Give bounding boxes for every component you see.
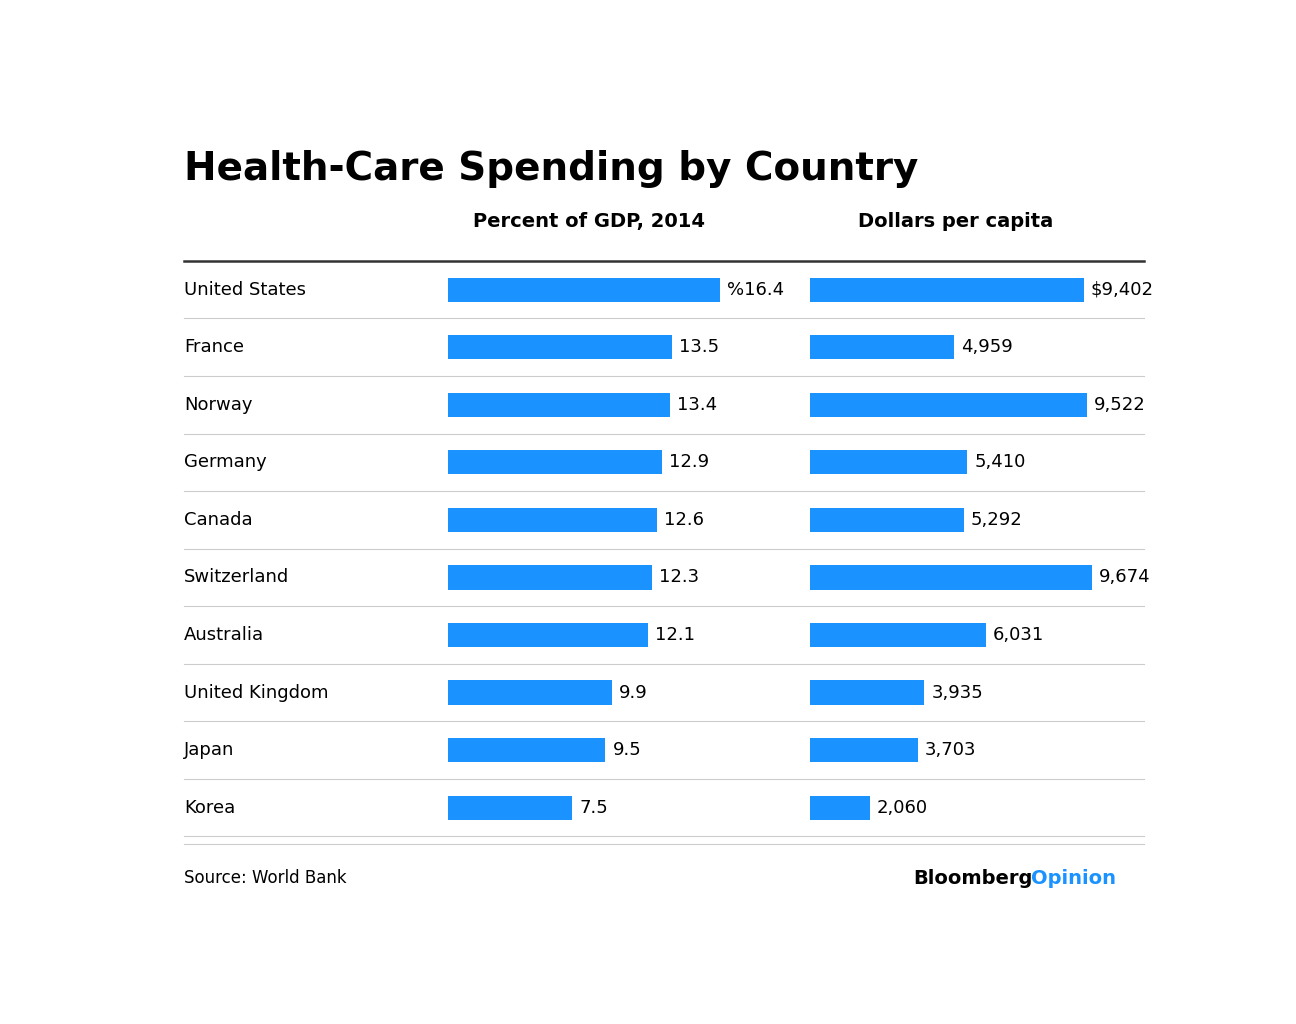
- Text: 9,522: 9,522: [1094, 395, 1146, 414]
- Text: 12.9: 12.9: [669, 454, 709, 471]
- Text: Switzerland: Switzerland: [184, 568, 289, 587]
- Bar: [810, 451, 967, 474]
- Bar: [448, 623, 648, 647]
- Bar: [810, 738, 918, 762]
- Text: 5,292: 5,292: [971, 511, 1023, 528]
- Text: Source: World Bank: Source: World Bank: [184, 869, 347, 887]
- Bar: [448, 565, 652, 590]
- Bar: [448, 278, 719, 302]
- Text: 2,060: 2,060: [877, 799, 928, 817]
- Text: %16.4: %16.4: [727, 281, 784, 299]
- Bar: [810, 508, 964, 531]
- Text: Germany: Germany: [184, 454, 267, 471]
- Text: 7.5: 7.5: [579, 799, 608, 817]
- Bar: [810, 335, 954, 359]
- Text: United States: United States: [184, 281, 306, 299]
- Bar: [448, 335, 671, 359]
- Bar: [448, 451, 662, 474]
- Text: 9.5: 9.5: [613, 741, 642, 759]
- Text: Canada: Canada: [184, 511, 253, 528]
- Text: France: France: [184, 338, 244, 356]
- Text: 6,031: 6,031: [993, 626, 1043, 644]
- Text: United Kingdom: United Kingdom: [184, 684, 329, 701]
- Text: 9.9: 9.9: [619, 684, 648, 701]
- Text: 12.6: 12.6: [664, 511, 704, 528]
- Text: Health-Care Spending by Country: Health-Care Spending by Country: [184, 151, 919, 188]
- Text: 13.4: 13.4: [677, 395, 717, 414]
- Text: Opinion: Opinion: [1030, 868, 1116, 888]
- Bar: [448, 508, 657, 531]
- Text: Korea: Korea: [184, 799, 236, 817]
- Text: $9,402: $9,402: [1091, 281, 1153, 299]
- Bar: [810, 565, 1091, 590]
- Bar: [448, 796, 573, 820]
- Bar: [448, 738, 605, 762]
- Bar: [810, 623, 985, 647]
- Bar: [810, 681, 924, 705]
- Text: Australia: Australia: [184, 626, 264, 644]
- Text: Bloomberg: Bloomberg: [914, 868, 1033, 888]
- Text: Dollars per capita: Dollars per capita: [858, 212, 1054, 231]
- Text: 3,935: 3,935: [932, 684, 984, 701]
- Text: Norway: Norway: [184, 395, 253, 414]
- Text: 13.5: 13.5: [679, 338, 719, 356]
- Bar: [810, 278, 1083, 302]
- Bar: [448, 681, 612, 705]
- Bar: [810, 392, 1087, 417]
- Text: 3,703: 3,703: [925, 741, 976, 759]
- Text: Percent of GDP, 2014: Percent of GDP, 2014: [473, 212, 705, 231]
- Text: Japan: Japan: [184, 741, 235, 759]
- Bar: [448, 392, 670, 417]
- Bar: [810, 796, 870, 820]
- Text: 12.1: 12.1: [656, 626, 696, 644]
- Text: 12.3: 12.3: [658, 568, 699, 587]
- Text: 9,674: 9,674: [1099, 568, 1151, 587]
- Text: 5,410: 5,410: [975, 454, 1026, 471]
- Text: 4,959: 4,959: [962, 338, 1013, 356]
